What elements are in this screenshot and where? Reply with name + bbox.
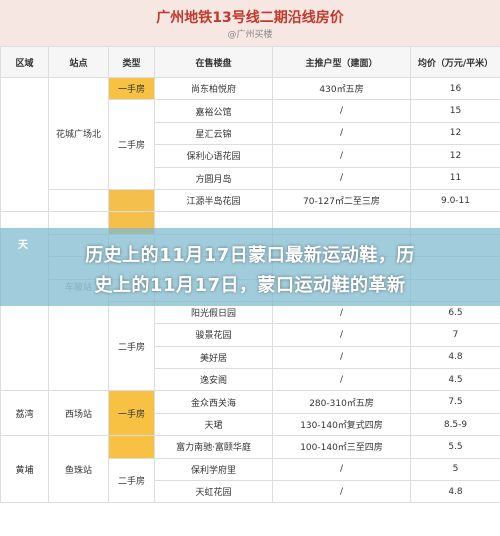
col-station: 站点 <box>48 46 109 78</box>
price-cell: 5.5 <box>410 435 500 459</box>
project-cell: 星汇云锦 <box>154 121 273 146</box>
type-cell <box>108 188 155 213</box>
layout-cell: / <box>272 323 411 347</box>
headline-line-1: 历史上的11月17日蒙口最新运动鞋，历 <box>85 245 415 266</box>
layout-cell: 280-310㎡五房 <box>272 390 411 414</box>
station-cell: 鱼珠站 <box>48 435 109 504</box>
col-region: 区域 <box>0 46 49 78</box>
project-cell: 方圆月岛 <box>154 166 273 190</box>
layout-cell: / <box>272 166 411 190</box>
price-cell: 4.8 <box>410 345 500 370</box>
price-cell: 4.8 <box>410 480 500 504</box>
project-cell: 美好居 <box>154 345 273 370</box>
project-cell: 天虹花园 <box>154 480 273 504</box>
table-row: 二手房 嘉裕公馆 / 15 <box>1 99 500 190</box>
station-cell: 花城广场北 <box>48 77 109 190</box>
region-cell <box>0 76 49 213</box>
table-row: 天虹花园 / 4.8 <box>1 480 500 504</box>
table-header-row: 区域 站点 类型 在售楼盘 主推户型（建面） 均价（万元/平米） <box>0 46 500 78</box>
price-cell: 12 <box>410 144 500 168</box>
price-cell: 5 <box>410 457 500 482</box>
project-cell: 富力南驰·富颐华庭 <box>154 435 273 459</box>
layout-cell: / <box>272 345 411 370</box>
price-cell: 16 <box>410 76 500 101</box>
layout-cell: 70-127㎡二至三房 <box>272 188 411 213</box>
type-cell <box>108 435 155 459</box>
price-cell: 15 <box>410 99 500 123</box>
type-cell: 二手房 <box>108 99 155 190</box>
project-cell: 骏景花园 <box>154 323 273 347</box>
col-layout: 主推户型（建面） <box>272 46 411 78</box>
project-cell: 逸安阁 <box>154 368 273 392</box>
station-cell: 西场站 <box>48 390 109 437</box>
headline-banner: 历史上的11月17日蒙口最新运动鞋，历 史上的11月17日，蒙口运动鞋的革新 <box>0 228 500 306</box>
type-cell: 一手房 <box>108 76 155 101</box>
price-cell: 7 <box>410 323 500 347</box>
table-row: 美好居 / 4.8 <box>1 345 500 370</box>
region-cell: 荔湾 <box>0 390 49 437</box>
project-cell: 金众西关海 <box>154 390 273 414</box>
document-subtitle: @广州买楼 <box>227 30 273 40</box>
col-type: 类型 <box>108 46 155 78</box>
table-row: 花城广场北 一手房 尚东柏悦府 430㎡五房 16 <box>0 76 500 213</box>
layout-cell: / <box>272 121 411 146</box>
table-row: 荔湾 西场站 一手房 金众西关海 280-310㎡五房 7.5 <box>0 390 500 437</box>
type-cell: 二手房 <box>108 300 155 392</box>
table-row: 天珺 130-140㎡复式四房 8.5-9 <box>1 412 500 437</box>
layout-cell: / <box>272 457 411 482</box>
project-cell: 天珺 <box>154 412 273 437</box>
table-row: 骏景花园 / 7 <box>1 323 500 347</box>
layout-cell: / <box>272 99 411 123</box>
document-header: 广州地铁13号线二期沿线房价 @广州买楼 <box>0 0 500 46</box>
layout-cell: / <box>272 144 411 168</box>
region-cell: 黄埔 <box>0 435 49 504</box>
table-row: 黄埔 鱼珠站 富力南驰·富颐华庭 100-140㎡三至四房 5.5 <box>0 435 500 504</box>
layout-cell: 100-140㎡三至四房 <box>272 435 411 459</box>
price-cell: 4.5 <box>410 368 500 392</box>
table-row: 保利心语花园 / 12 <box>1 144 500 168</box>
type-cell: 一手房 <box>108 390 155 437</box>
layout-cell: / <box>272 480 411 504</box>
layout-cell: 130-140㎡复式四房 <box>272 412 411 437</box>
table-row: 逸安阁 / 4.5 <box>1 368 500 392</box>
col-price: 均价（万元/平米） <box>410 46 500 78</box>
project-cell: 保利心语花园 <box>154 144 273 168</box>
price-cell: 8.5-9 <box>410 412 500 437</box>
table-row: 江源半岛花园 70-127㎡二至三房 9.0-11 <box>1 188 500 213</box>
layout-cell: 430㎡五房 <box>272 76 411 101</box>
type-cell: 二手房 <box>108 457 155 504</box>
project-cell: 尚东柏悦府 <box>154 76 273 101</box>
price-cell: 11 <box>410 166 500 190</box>
price-cell: 9.0-11 <box>410 188 500 213</box>
project-cell: 保利学府里 <box>154 457 273 482</box>
table-row: 二手房 保利学府里 / 5 <box>1 457 500 504</box>
document-title: 广州地铁13号线二期沿线房价 <box>156 10 344 26</box>
col-project: 在售楼盘 <box>154 46 273 78</box>
project-cell: 江源半岛花园 <box>154 188 273 213</box>
station-cell <box>48 188 109 213</box>
layout-cell: / <box>272 368 411 392</box>
price-cell: 7.5 <box>410 390 500 414</box>
project-cell: 嘉裕公馆 <box>154 99 273 123</box>
price-cell: 12 <box>410 121 500 146</box>
region-partial-label: 天 <box>18 240 28 251</box>
headline-line-2: 史上的11月17日，蒙口运动鞋的革新 <box>94 275 406 296</box>
